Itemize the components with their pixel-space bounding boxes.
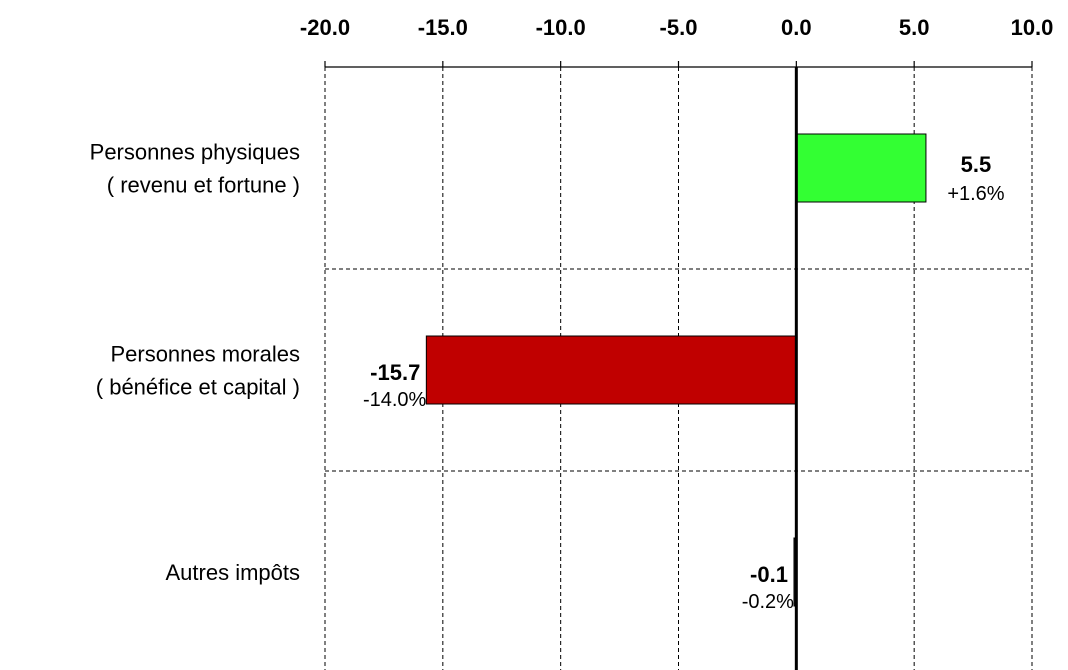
category-label-line: ( bénéfice et capital ) — [96, 375, 300, 400]
value-label: -0.1 — [750, 562, 788, 587]
category-labels: Personnes physiques ( revenu et fortune )… — [90, 140, 300, 586]
bar — [425, 335, 797, 405]
percent-label: +1.6% — [947, 183, 1004, 205]
x-tick-label: 10.0 — [1011, 15, 1054, 40]
category-label: Autres impôts — [166, 560, 301, 585]
category-label-line: Personnes physiques — [90, 140, 300, 165]
percent-label: -0.2% — [742, 591, 794, 613]
category-label: Personnes morales ( bénéfice et capital ) — [96, 342, 300, 400]
data-labels: 5.5 +1.6% -15.7 -14.0% -0.1 -0.2% — [363, 152, 1005, 613]
x-tick-label: -10.0 — [536, 15, 586, 40]
bars — [425, 133, 927, 607]
x-tick-label: -5.0 — [660, 15, 698, 40]
category-label: Personnes physiques ( revenu et fortune ) — [90, 140, 300, 198]
x-tick-label: -15.0 — [418, 15, 468, 40]
value-label: 5.5 — [961, 152, 992, 177]
x-tick-label: -20.0 — [300, 15, 350, 40]
bar — [795, 133, 927, 203]
x-axis: -20.0 -15.0 -10.0 -5.0 0.0 5.0 10.0 — [300, 15, 1054, 68]
category-label-line: ( revenu et fortune ) — [107, 173, 300, 198]
value-label: -15.7 — [370, 360, 420, 385]
percent-label: -14.0% — [363, 389, 427, 411]
category-label-line: Autres impôts — [166, 560, 301, 585]
category-label-line: Personnes morales — [110, 342, 300, 367]
x-tick-label: 0.0 — [781, 15, 812, 40]
x-tick-label: 5.0 — [899, 15, 930, 40]
